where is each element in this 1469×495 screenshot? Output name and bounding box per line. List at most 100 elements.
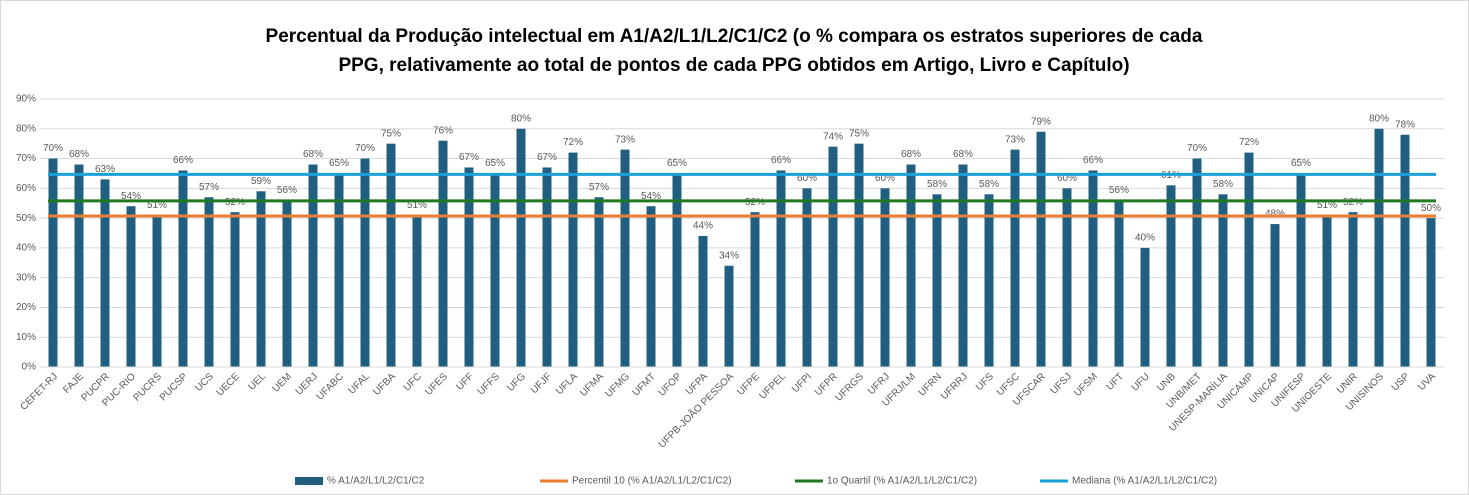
data-label: 80% [1369,113,1389,124]
y-tick-label: 80% [16,123,36,134]
bar [1426,218,1436,367]
bar [854,143,864,367]
bar [1062,188,1072,367]
data-label: 50% [1421,203,1441,214]
data-label: 44% [693,221,713,232]
data-label: 67% [459,152,479,163]
data-label: 54% [641,191,661,202]
bar [360,158,370,367]
data-label: 57% [199,182,219,193]
bar [334,173,344,367]
data-label: 74% [823,131,843,142]
data-label: 67% [537,152,557,163]
legend-label: % A1/A2/L1/L2/C1/C2 [327,476,425,487]
bar [802,188,812,367]
bar [1166,185,1176,367]
data-label: 58% [979,179,999,190]
bar [282,200,292,367]
bar [126,206,136,367]
chart-title: PPG, relativamente ao total de pontos de… [338,55,1129,76]
bar [542,167,552,367]
data-label: 70% [355,143,375,154]
bar [1270,224,1280,367]
y-tick-label: 10% [16,332,36,343]
data-label: 70% [43,143,63,154]
legend-label: 1o Quartil (% A1/A2/L1/L2/C1/C2) [827,476,977,487]
y-tick-label: 50% [16,213,36,224]
data-label: 66% [771,155,791,166]
bar [568,152,578,367]
y-tick-label: 60% [16,183,36,194]
legend-label: Percentil 10 (% A1/A2/L1/L2/C1/C2) [572,476,732,487]
data-label: 65% [1291,158,1311,169]
data-label: 72% [563,137,583,148]
data-label: 60% [875,173,895,184]
data-label: 51% [1317,200,1337,211]
bar [724,265,734,367]
data-label: 60% [1057,173,1077,184]
data-label: 60% [797,173,817,184]
bar [490,173,500,367]
legend-swatch [295,477,323,485]
data-label: 78% [1395,119,1415,130]
bar [412,215,422,367]
y-tick-label: 90% [16,94,36,105]
y-tick-label: 20% [16,302,36,313]
bar [1374,128,1384,367]
data-label: 68% [303,149,323,160]
bar [100,179,110,367]
bar [1114,200,1124,367]
bar [594,197,604,367]
bar [672,173,682,367]
y-tick-label: 0% [22,362,37,373]
bar [1218,194,1228,367]
data-label: 65% [667,158,687,169]
data-label: 73% [615,134,635,145]
chart-title: Percentual da Produção intelectual em A1… [266,26,1203,47]
bar [698,235,708,367]
bar [438,140,448,367]
bar [1296,173,1306,367]
bar [74,164,84,367]
y-tick-label: 30% [16,272,36,283]
data-label: 56% [277,185,297,196]
data-label: 68% [953,149,973,160]
bar [620,149,630,367]
data-label: 68% [901,149,921,160]
bar [1192,158,1202,367]
bar [48,158,58,367]
bar [932,194,942,367]
bar [1348,212,1358,367]
data-label: 56% [1109,185,1129,196]
bar [516,128,526,367]
bar [256,191,266,367]
bar [464,167,474,367]
data-label: 48% [1265,209,1285,220]
data-label: 58% [1213,179,1233,190]
bar [1244,152,1254,367]
data-label: 76% [433,125,453,136]
bar [1140,247,1150,367]
data-label: 66% [1083,155,1103,166]
data-label: 65% [329,158,349,169]
data-label: 75% [849,128,869,139]
bar [152,215,162,367]
bar [1400,134,1410,367]
y-tick-label: 40% [16,243,36,254]
data-label: 63% [95,164,115,175]
data-label: 57% [589,182,609,193]
data-label: 73% [1005,134,1025,145]
bar [230,212,240,367]
data-label: 66% [173,155,193,166]
data-label: 75% [381,128,401,139]
bar [880,188,890,367]
data-label: 65% [485,158,505,169]
data-label: 54% [121,191,141,202]
bar [750,212,760,367]
data-label: 72% [1239,137,1259,148]
bar [958,164,968,367]
bar [178,170,188,367]
bar [776,170,786,367]
y-tick-label: 70% [16,153,36,164]
